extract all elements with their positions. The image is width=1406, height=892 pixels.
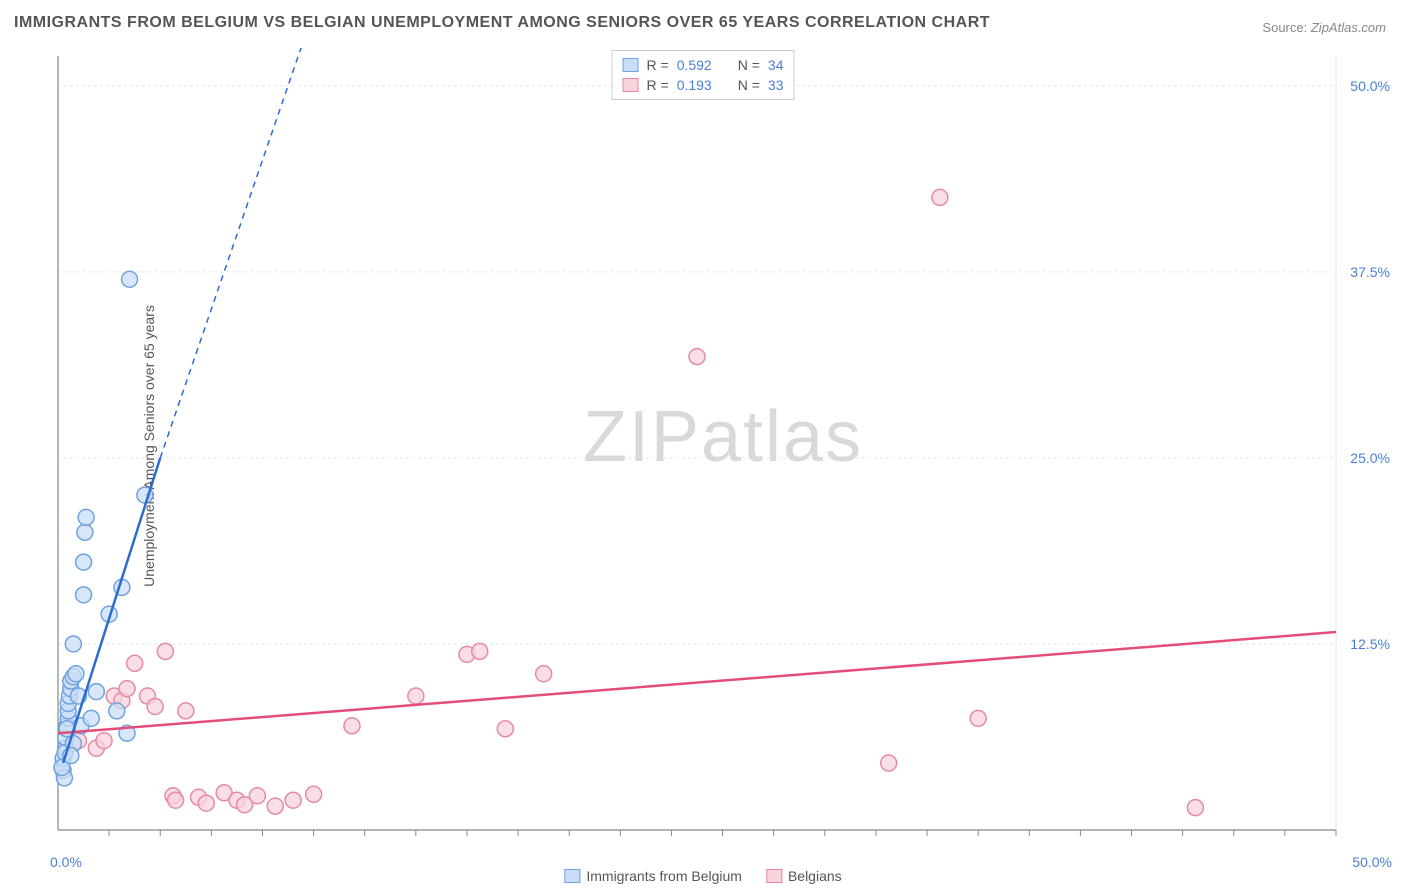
legend-swatch-pink [766,869,782,883]
legend-label-1: Immigrants from Belgium [586,868,742,884]
chart-svg: 12.5% 25.0% 37.5% 50.0% [50,48,1396,842]
legend-label-2: Belgians [788,868,842,884]
x-axis-origin-label: 0.0% [50,854,82,870]
svg-text:12.5%: 12.5% [1350,636,1390,652]
source-attribution: Source: ZipAtlas.com [1262,20,1386,35]
legend-swatch-blue [564,869,580,883]
legend-item-immigrants: Immigrants from Belgium [564,868,742,884]
source-value: ZipAtlas.com [1311,20,1386,35]
r-label: R = [647,57,669,73]
svg-text:50.0%: 50.0% [1350,78,1390,94]
r-value-1: 0.592 [677,57,712,73]
chart-plot-area: 12.5%25.0%37.5%50.0% ZIPatlas [50,48,1396,842]
legend-row-series1: R = 0.592 N = 34 [623,55,784,75]
svg-text:25.0%: 25.0% [1350,450,1390,466]
correlation-legend: R = 0.592 N = 34 R = 0.193 N = 33 [612,50,795,100]
n-value-2: 33 [768,77,784,93]
svg-text:37.5%: 37.5% [1350,264,1390,280]
legend-swatch-blue [623,58,639,72]
r-value-2: 0.193 [677,77,712,93]
n-value-1: 34 [768,57,784,73]
legend-row-series2: R = 0.193 N = 33 [623,75,784,95]
r-label: R = [647,77,669,93]
n-label: N = [738,57,760,73]
series-legend: Immigrants from Belgium Belgians [564,868,841,884]
n-label: N = [738,77,760,93]
x-axis-max-label: 50.0% [1352,854,1392,870]
legend-item-belgians: Belgians [766,868,842,884]
chart-title: IMMIGRANTS FROM BELGIUM VS BELGIAN UNEMP… [14,14,990,32]
legend-swatch-pink [623,78,639,92]
source-label: Source: [1262,20,1307,35]
